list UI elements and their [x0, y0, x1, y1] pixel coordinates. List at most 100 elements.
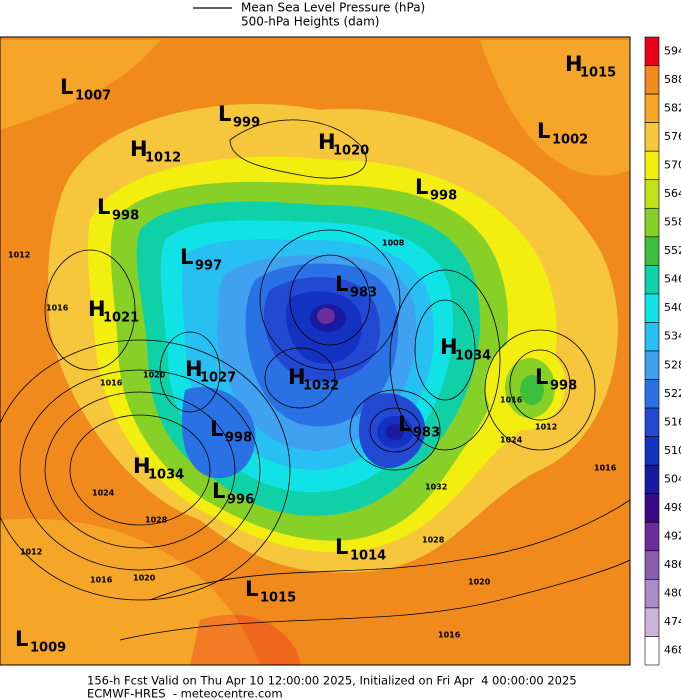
colorbar-tick-label: 510: [664, 444, 681, 457]
colorbar-tick-label: 468: [664, 644, 681, 657]
isobar-label: 1016: [90, 576, 113, 585]
colorbar-swatch: [644, 579, 660, 609]
isobar-label: 1020: [468, 578, 491, 587]
center-value: 1027: [200, 371, 236, 386]
colorbar-swatch: [644, 493, 660, 523]
colorbar-swatch: [644, 150, 660, 181]
colorbar-swatch: [644, 179, 660, 209]
center-letter: L: [15, 627, 28, 651]
center-value: 1007: [75, 89, 111, 104]
center-letter: L: [60, 75, 73, 99]
isobar-label: 1016: [500, 396, 523, 405]
colorbar-tick-label: 498: [664, 501, 681, 514]
colorbar-tick-label: 522: [664, 387, 681, 400]
colorbar-tick-label: 558: [664, 216, 681, 229]
colorbar-swatch: [644, 550, 660, 580]
pressure-center: L 1015: [245, 577, 296, 606]
center-value: 998: [550, 379, 577, 394]
center-value: 1021: [103, 311, 139, 326]
isobar-label: 1016: [594, 464, 617, 473]
center-value: 998: [430, 189, 457, 204]
isobar-labels: 1012 1016 1016 1020 1024 1028 1020 1016 1012 1008…: [8, 239, 617, 640]
pressure-center: L 998: [415, 175, 457, 204]
pressure-center: L 1014: [335, 535, 386, 564]
isobar-label: 1028: [422, 536, 445, 545]
colorbar-tick-label: 492: [664, 530, 681, 543]
center-letter: H: [288, 365, 306, 389]
center-letter: L: [97, 195, 110, 219]
isobar-label: 1016: [46, 304, 69, 313]
center-letter: L: [218, 102, 231, 126]
pressure-center: L 983: [335, 272, 377, 301]
colorbar-swatch: [644, 464, 660, 495]
pressure-center: L 997: [180, 245, 222, 274]
colorbar-tick-label: 486: [664, 558, 681, 571]
legend-fill-label: 500-hPa Heights (dam): [241, 15, 379, 29]
center-letter: L: [335, 272, 348, 296]
colorbar-swatch: [644, 36, 660, 66]
center-letter: L: [212, 479, 225, 503]
colorbar-swatch: [644, 350, 660, 380]
map-field: [0, 37, 630, 665]
colorbar-tick-label: 480: [664, 587, 681, 600]
center-letter: H: [185, 357, 203, 381]
center-letter: L: [415, 175, 428, 199]
isobar-label: 1028: [145, 516, 168, 525]
pressure-center: L 999: [218, 102, 260, 131]
isobar-label: 1012: [8, 251, 30, 260]
center-letter: H: [88, 297, 106, 321]
colorbar-swatch: [644, 322, 660, 352]
colorbar-swatch: [644, 265, 660, 295]
colorbar-tick-label: 516: [664, 415, 681, 428]
center-letter: L: [210, 417, 223, 441]
isobar-label: 1008: [382, 239, 405, 248]
colorbar-swatch: [644, 379, 660, 409]
center-letter: L: [245, 577, 258, 601]
colorbar-tick-label: 552: [664, 244, 681, 257]
center-letter: L: [535, 365, 548, 389]
pressure-center: L 996: [212, 479, 254, 508]
colorbar-swatch: [644, 521, 660, 552]
center-letter: H: [565, 52, 583, 76]
center-value: 983: [413, 426, 440, 441]
pressure-center: L 1007: [60, 75, 111, 104]
colorbar-tick-label: 528: [664, 358, 681, 371]
colorbar-tick-label: 474: [664, 615, 681, 628]
isobar-label: 1024: [500, 436, 523, 445]
footer-line-1: 156-h Fcst Valid on Thu Apr 10 12:00:00 …: [87, 674, 577, 688]
colorbar-tick-label: 564: [664, 187, 681, 200]
legend-line-label: Mean Sea Level Pressure (hPa): [241, 1, 425, 15]
colorbar-swatch: [644, 607, 660, 637]
center-value: 1034: [148, 468, 184, 483]
center-value: 983: [350, 286, 377, 301]
colorbar-swatch: [644, 436, 660, 466]
colorbar-tick-label: 594: [664, 44, 681, 57]
center-letter: L: [335, 535, 348, 559]
colorbar-swatch: [644, 236, 660, 266]
colorbar-swatch: [644, 93, 660, 123]
colorbar-swatch: [644, 207, 660, 238]
center-letter: L: [180, 245, 193, 269]
colorbar-tick-label: 576: [664, 130, 681, 143]
pressure-center: L 983: [398, 412, 440, 441]
isobar-label: 1012: [535, 423, 557, 432]
center-value: 1020: [333, 144, 369, 159]
colorbar-tick-label: 570: [664, 158, 681, 171]
colorbar-tick-label: 546: [664, 273, 681, 286]
map-frame: [0, 36, 631, 666]
colorbar-swatch: [644, 636, 660, 666]
center-value: 996: [227, 493, 254, 508]
colorbar-swatch: [644, 122, 660, 152]
center-value: 999: [233, 116, 260, 131]
center-letter: H: [318, 130, 336, 154]
center-value: 1014: [350, 549, 386, 564]
pressure-center: L 1009: [15, 627, 66, 656]
center-value: 1002: [552, 133, 588, 148]
center-value: 1032: [303, 379, 339, 394]
